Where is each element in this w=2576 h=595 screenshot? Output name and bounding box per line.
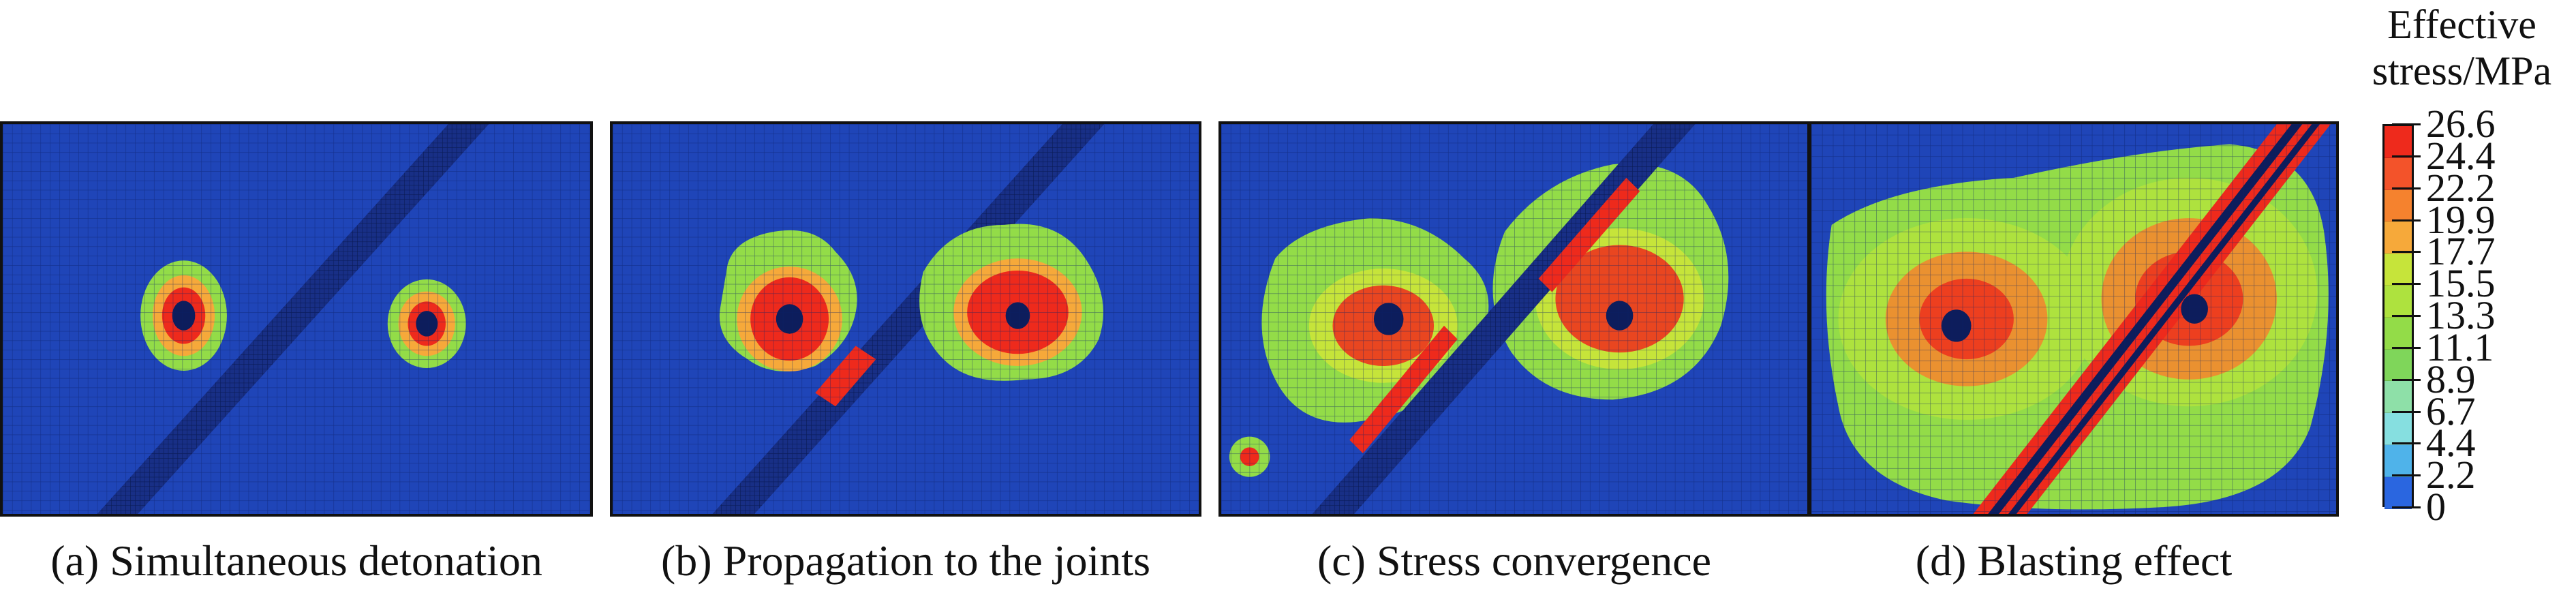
color-scale-tick-label: 4.4 bbox=[2426, 421, 2476, 466]
color-scale-tick-label: 13.3 bbox=[2426, 293, 2496, 337]
color-scale-tick-label: 0 bbox=[2426, 485, 2446, 529]
color-scale-tick-label: 15.5 bbox=[2426, 261, 2496, 306]
color-scale-tick bbox=[2392, 251, 2421, 254]
caption-d: (d) Blasting effect bbox=[1915, 536, 2233, 585]
color-scale-tick-label: 26.6 bbox=[2426, 102, 2496, 146]
color-scale-tick bbox=[2392, 474, 2421, 477]
color-scale-band bbox=[2385, 349, 2412, 382]
color-scale-tick bbox=[2392, 155, 2421, 157]
caption-a: (a) Simultaneous detonation bbox=[50, 536, 542, 585]
color-scale-tick bbox=[2392, 219, 2421, 222]
color-scale-tick bbox=[2392, 442, 2421, 445]
color-scale-tick bbox=[2392, 378, 2421, 381]
color-scale-band bbox=[2385, 317, 2412, 350]
color-scale-tick-label: 19.9 bbox=[2426, 197, 2496, 242]
panel-b-contour-plot bbox=[613, 124, 1199, 514]
color-scale-band bbox=[2385, 413, 2412, 445]
caption-c: (c) Stress convergence bbox=[1317, 536, 1712, 585]
color-scale-tick-label: 8.9 bbox=[2426, 356, 2476, 401]
color-scale-tick bbox=[2392, 506, 2421, 508]
color-scale-labels: 26.6 24.4 22.2 19.9 17.7 15.5 13.3 11.1 8.9 6.7 4.… bbox=[2392, 102, 2576, 529]
color-scale-tick-label: 6.7 bbox=[2426, 388, 2476, 433]
color-scale-tick-label: 24.4 bbox=[2426, 133, 2496, 178]
color-scale-band bbox=[2385, 476, 2412, 509]
color-scale-tick-label: 11.1 bbox=[2426, 324, 2494, 369]
color-scale-tick-label: 2.2 bbox=[2426, 453, 2476, 498]
color-scale-tick-label: 17.7 bbox=[2426, 229, 2496, 274]
color-scale-tick bbox=[2392, 346, 2421, 349]
panel-b-stress-field bbox=[610, 121, 1201, 517]
legend-title: Effective stress/MPa bbox=[2351, 1, 2573, 94]
color-scale-tick bbox=[2392, 187, 2421, 189]
color-scale-tick bbox=[2392, 410, 2421, 413]
panel-a-contour-plot bbox=[3, 124, 590, 514]
color-scale-tick bbox=[2392, 123, 2421, 125]
panel-a-stress-field bbox=[0, 121, 593, 517]
caption-b: (b) Propagation to the joints bbox=[660, 536, 1151, 585]
color-scale-band bbox=[2385, 222, 2412, 254]
panel-c-contour-plot bbox=[1221, 124, 1807, 514]
legend-title-line2: stress/MPa bbox=[2372, 48, 2552, 93]
panel-d-contour-plot bbox=[1811, 124, 2336, 514]
color-scale-tick bbox=[2392, 283, 2421, 286]
color-scale-band bbox=[2385, 285, 2412, 318]
color-scale-band bbox=[2385, 444, 2412, 477]
color-scale-tick bbox=[2392, 315, 2421, 317]
color-scale-band bbox=[2385, 254, 2412, 286]
color-scale-band bbox=[2385, 381, 2412, 414]
color-scale-tick-label: 22.2 bbox=[2426, 165, 2496, 210]
color-scale-band bbox=[2385, 189, 2412, 222]
color-scale-band bbox=[2385, 157, 2412, 190]
color-scale-band bbox=[2385, 126, 2412, 158]
panel-c-stress-field bbox=[1218, 121, 1810, 517]
legend-title-line1: Effective bbox=[2387, 2, 2536, 47]
panel-d-stress-field bbox=[1809, 121, 2339, 517]
